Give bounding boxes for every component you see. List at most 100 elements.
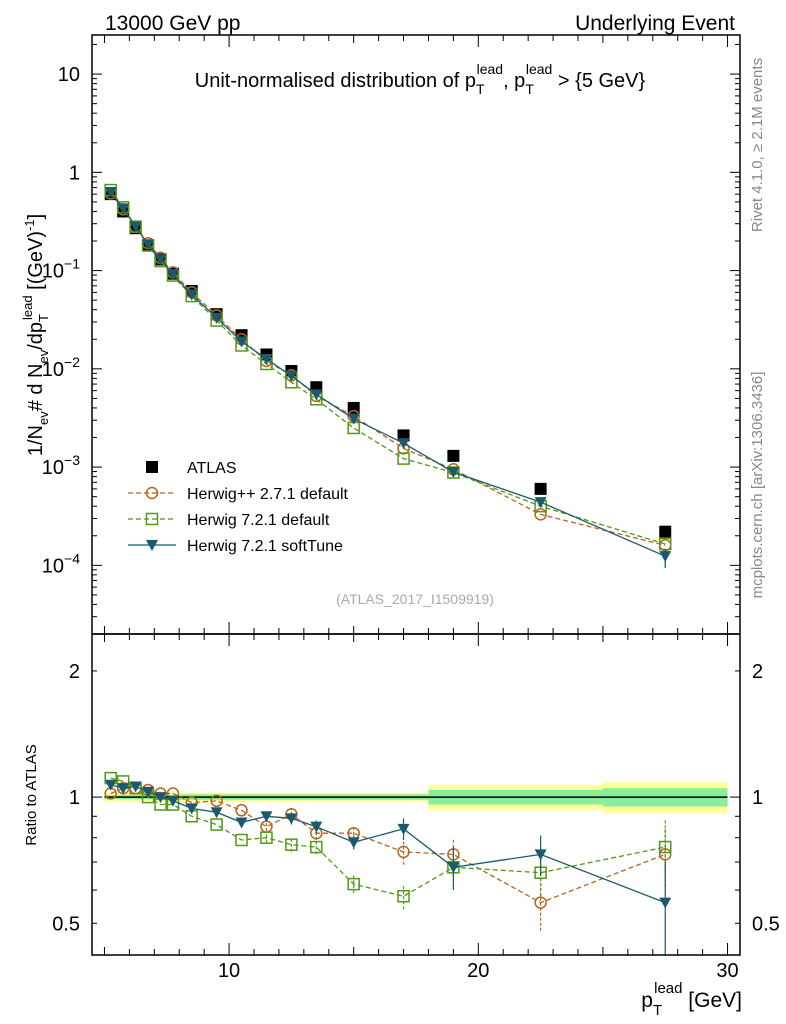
title-part-prefix: Unit-normalised distribution of p <box>195 70 476 92</box>
ratio-point <box>447 862 460 874</box>
ratio-point <box>167 795 179 807</box>
data-point <box>167 269 179 281</box>
main-ylabel: 1/Nev# d Nev/dpTlead [(GeV)-1] <box>20 214 51 456</box>
title-sub-2: T <box>525 81 534 97</box>
series-solid-triangle <box>104 187 672 568</box>
data-point <box>210 312 223 324</box>
ratio-xtick-label: 30 <box>716 960 738 982</box>
legend-marker <box>146 540 158 551</box>
data-point <box>129 221 142 233</box>
ratio-xtick-label: 10 <box>218 960 240 982</box>
ratio-point <box>235 817 248 829</box>
ratio-ytick-label: 1 <box>69 787 80 809</box>
data-point <box>154 254 167 266</box>
title-sub-1: T <box>476 81 485 97</box>
ratio-point <box>658 848 672 861</box>
ratio-line-dashed-square <box>110 777 666 897</box>
ratio-point <box>659 897 672 909</box>
ratio-plot: 2 2 1 1 0.5 0.5 10 20 30 <box>52 633 780 982</box>
ratio-point <box>260 831 273 844</box>
legend-label: Herwig++ 2.7.1 default <box>187 486 349 503</box>
main-plot: 10 1 10−1 10−2 10−3 10−4 <box>42 34 741 635</box>
legend-marker <box>145 486 159 500</box>
ratio-ytick-label-right: 1 <box>752 787 763 809</box>
legend-label: ATLAS <box>187 460 237 477</box>
ratio-point <box>210 818 223 831</box>
analysis-annotation: (ATLAS_2017_I1509919) <box>336 591 494 607</box>
ratio-point <box>285 813 298 825</box>
ratio-point <box>235 804 248 817</box>
ratio-point <box>534 896 547 909</box>
data-point <box>104 187 117 199</box>
ratio-point <box>235 833 248 847</box>
ratio-xtick-label: 20 <box>467 960 489 982</box>
legend-entry: Herwig 7.2.1 softTune <box>128 538 343 555</box>
legend-label: Herwig 7.2.1 default <box>187 512 330 529</box>
main-title: Unit-normalised distribution of pTlead, … <box>195 61 646 97</box>
data-point <box>659 525 672 538</box>
rivet-label: Rivet 4.1.0, ≥ 2.1M events <box>749 58 766 232</box>
ratio-ytick-label-right: 0.5 <box>752 913 780 935</box>
ratio-point <box>129 781 142 793</box>
legend-entry: Herwig++ 2.7.1 default <box>128 486 349 503</box>
title-part-suffix: > {5 GeV} <box>552 70 645 92</box>
data-point <box>397 438 410 450</box>
legend: ATLAS Herwig++ 2.7.1 default Herwig 7.2.1 … <box>128 460 349 555</box>
mcplots-label: mcplots.cern.ch [arXiv:1306.3436] <box>749 372 766 599</box>
legend-marker <box>146 461 158 473</box>
ratio-series-solid-triangle <box>104 779 672 955</box>
data-point <box>659 551 672 563</box>
ratio-point <box>397 845 410 859</box>
title-sup-1: lead <box>477 61 503 77</box>
legend-entry: ATLAS <box>146 460 237 477</box>
data-point <box>534 482 547 495</box>
ratio-point <box>285 838 298 851</box>
legend-marker <box>145 512 159 526</box>
ratio-point <box>117 783 130 795</box>
ratio-point <box>154 792 167 804</box>
ratio-point <box>210 807 223 819</box>
header-right: Underlying Event <box>575 12 735 35</box>
ratio-point <box>142 786 155 798</box>
ratio-point <box>397 823 410 835</box>
ratio-point <box>260 811 273 823</box>
data-point <box>142 239 155 251</box>
ratio-point <box>397 890 410 903</box>
data-point <box>347 413 360 425</box>
ratio-point <box>347 837 360 849</box>
ratio-ytick-label: 0.5 <box>52 913 80 935</box>
ratio-point <box>104 779 117 791</box>
data-point <box>185 289 198 301</box>
data-point <box>447 449 460 462</box>
data-point <box>117 203 130 215</box>
ratio-point <box>310 840 323 854</box>
x-axis-label: pTlead [GeV] <box>641 980 742 1019</box>
main-ytick-label: 10−4 <box>42 550 80 577</box>
ratio-point <box>185 803 198 815</box>
data-point <box>534 497 547 509</box>
main-ytick-label: 1 <box>69 162 80 184</box>
data-point <box>260 353 273 365</box>
title-part-mid: , p <box>503 70 525 92</box>
data-point <box>235 336 248 348</box>
main-ytick-label: 10−3 <box>42 452 80 479</box>
ratio-ytick-label: 2 <box>69 661 80 683</box>
main-ytick-label: 10−1 <box>42 256 80 283</box>
data-point <box>310 389 323 401</box>
legend-label: Herwig 7.2.1 softTune <box>187 538 343 555</box>
data-point <box>447 467 460 479</box>
data-point <box>658 537 672 551</box>
legend-entry: Herwig 7.2.1 default <box>128 512 330 529</box>
ratio-point <box>534 849 547 861</box>
main-ytick-label: 10 <box>58 64 80 86</box>
ratio-point <box>210 794 223 808</box>
ratio-frame <box>91 633 741 956</box>
ratio-point <box>310 821 323 833</box>
header-left: 13000 GeV pp <box>105 12 240 35</box>
data-point <box>534 508 547 521</box>
title-sup-2: lead <box>526 61 552 77</box>
data-point <box>397 452 410 465</box>
ratio-point <box>658 840 672 854</box>
ratio-ylabel: Ratio to ATLAS <box>23 744 40 845</box>
